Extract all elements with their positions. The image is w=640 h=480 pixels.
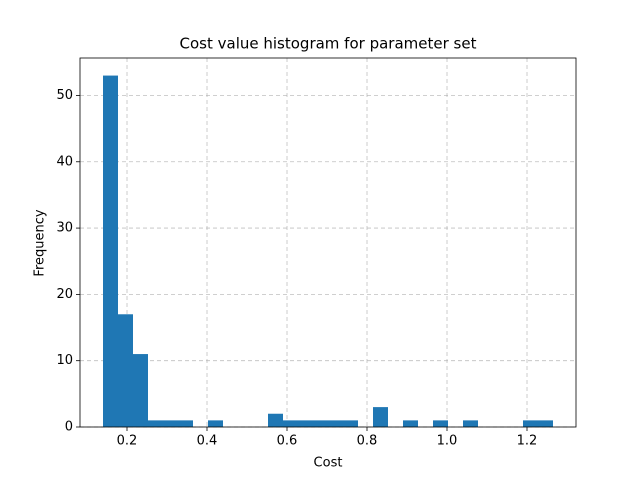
y-axis-label: Frequency — [33, 209, 48, 276]
bar — [178, 420, 193, 427]
bar — [403, 420, 418, 427]
bar — [298, 420, 313, 427]
y-tick-label: 0 — [65, 420, 73, 435]
x-tick-label: 0.6 — [277, 434, 298, 449]
y-tick-label: 50 — [56, 88, 73, 103]
bar — [538, 420, 553, 427]
plot-frame — [79, 57, 577, 428]
bar — [163, 420, 178, 427]
x-axis-label: Cost — [314, 456, 343, 471]
bar — [343, 420, 358, 427]
bar — [268, 413, 283, 427]
bar — [133, 354, 148, 427]
x-tick-label: 0.8 — [357, 434, 378, 449]
x-tick-label: 1.2 — [517, 434, 538, 449]
bar — [103, 75, 118, 428]
y-tick-label: 10 — [56, 353, 73, 368]
chart-title: Cost value histogram for parameter set — [180, 35, 477, 53]
bar — [283, 420, 298, 427]
x-tick-label: 1.0 — [437, 434, 458, 449]
bar — [208, 420, 223, 427]
x-tick-label: 0.2 — [117, 434, 138, 449]
y-tick-label: 30 — [56, 221, 73, 236]
bar — [523, 420, 538, 427]
y-tick-label: 40 — [56, 154, 73, 169]
bar — [463, 420, 478, 427]
y-tick-label: 20 — [56, 287, 73, 302]
bar — [148, 420, 163, 427]
bar — [118, 314, 133, 427]
bar — [328, 420, 343, 427]
bar — [313, 420, 328, 427]
bar — [433, 420, 448, 427]
x-tick-label: 0.4 — [197, 434, 218, 449]
bar — [373, 407, 388, 427]
